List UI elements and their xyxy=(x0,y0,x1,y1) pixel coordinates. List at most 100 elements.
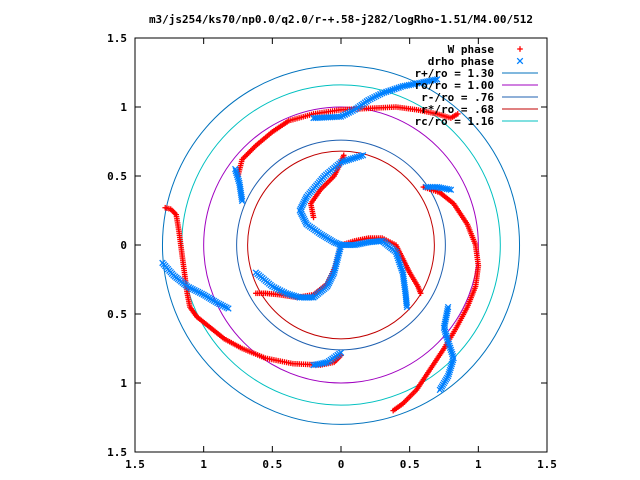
drho-phase-point xyxy=(403,301,410,309)
reference-circle xyxy=(161,65,521,425)
drho-phase-point xyxy=(440,324,448,332)
y-tick-label: 1.5 xyxy=(107,32,127,45)
drho-phase-point xyxy=(394,252,401,260)
drho-phase-point xyxy=(286,291,294,298)
drho-phase-point xyxy=(357,152,365,160)
w-phase-point xyxy=(390,407,396,414)
reference-circle xyxy=(236,139,446,351)
drho-phase-point xyxy=(395,256,402,264)
drho-phase-point xyxy=(337,241,345,249)
drho-phase-point xyxy=(448,348,455,356)
y-tick-label: 0.5 xyxy=(107,170,127,183)
legend-label: ro/ro = 1.00 xyxy=(415,79,494,92)
drho-phase-point xyxy=(334,240,341,247)
drho-phase-point xyxy=(238,195,246,203)
drho-phase-point xyxy=(447,364,454,372)
drho-phase-point xyxy=(359,152,367,159)
drho-phase-point xyxy=(337,349,345,356)
drho-phase-point xyxy=(393,250,400,258)
drho-phase-point xyxy=(233,169,240,177)
drho-phase-point xyxy=(351,154,359,162)
drho-phase-point xyxy=(341,157,349,165)
legend-label: r*/ro = .68 xyxy=(421,103,494,116)
drho-phase-point xyxy=(231,165,239,173)
drho-phase-point xyxy=(433,76,441,83)
drho-phase-point xyxy=(449,356,457,364)
drho-phase-point xyxy=(349,155,357,162)
drho-phase-point xyxy=(330,238,338,246)
drho-phase-point xyxy=(397,263,404,270)
drho-phase-point xyxy=(282,290,290,297)
drho-phase-point xyxy=(233,171,241,179)
drho-phase-point xyxy=(446,366,454,374)
drho-phase-point xyxy=(355,153,363,160)
drho-phase-point xyxy=(516,57,524,65)
drho-phase-point xyxy=(381,89,388,96)
x-tick-label: 0.5 xyxy=(262,458,282,471)
x-tick-label: 1.5 xyxy=(537,458,557,471)
drho-phase-point xyxy=(441,326,448,334)
data-markers xyxy=(159,76,482,414)
drho-phase-point xyxy=(396,261,404,268)
drho-phase-point xyxy=(447,362,455,370)
drho-phase-point xyxy=(395,84,402,91)
drho-phase-point xyxy=(387,87,394,94)
drho-phase-point xyxy=(443,334,451,341)
w-phase-point xyxy=(340,152,347,159)
drho-phase-point xyxy=(234,173,241,181)
drho-phase-point xyxy=(232,167,240,175)
reference-circle xyxy=(247,150,435,340)
drho-phase-point xyxy=(292,292,300,300)
drho-phase-point xyxy=(447,346,455,354)
legend-label: rc/ro = 1.16 xyxy=(415,115,495,128)
y-tick-label: 0 xyxy=(120,239,127,252)
drho-phase-point xyxy=(308,294,315,301)
y-tick-label: 1.5 xyxy=(107,446,127,459)
w-phase-point xyxy=(517,46,523,52)
drho-phase-point xyxy=(444,338,452,345)
drho-phase-point xyxy=(441,328,449,336)
drho-phase-point xyxy=(398,265,405,272)
drho-phase-point xyxy=(345,156,353,163)
y-tick-label: 1 xyxy=(120,101,127,114)
drho-phase-point xyxy=(449,358,456,366)
drho-phase-point xyxy=(353,153,361,161)
y-tick-label: 0.5 xyxy=(107,308,127,321)
drho-phase-point xyxy=(448,360,456,368)
drho-phase-point xyxy=(284,290,292,298)
x-tick-label: 1 xyxy=(475,458,482,471)
drho-phase-point xyxy=(343,157,351,164)
drho-phase-point xyxy=(288,291,296,299)
drho-phase-point xyxy=(336,241,343,248)
x-tick-label: 1 xyxy=(200,458,207,471)
drho-phase-point xyxy=(392,248,400,256)
w-phase-point xyxy=(417,290,424,297)
legend-label: W phase xyxy=(448,43,495,56)
chart-title: m3/js254/ks70/np0.0/q2.0/r-+.58-j282/log… xyxy=(149,13,533,26)
drho-phase-point xyxy=(347,155,355,163)
drho-phase-point xyxy=(431,76,439,84)
drho-phase-point xyxy=(393,85,400,92)
drho-phase-point xyxy=(444,336,451,343)
axis-ticks: 1.5 1 0.5 0 0.5 1 1.51.510.500.511.5 xyxy=(107,32,557,471)
x-tick-label: 0.5 xyxy=(400,458,420,471)
legend-label: r+/ro = 1.30 xyxy=(415,67,494,80)
drho-phase-point xyxy=(446,368,453,376)
drho-phase-point xyxy=(394,254,402,262)
drho-phase-point xyxy=(391,85,398,93)
drho-phase-point xyxy=(238,197,246,205)
legend-label: drho phase xyxy=(428,55,495,68)
drho-phase-point xyxy=(445,186,453,193)
drho-phase-point xyxy=(442,330,450,337)
drho-phase-point xyxy=(383,88,390,96)
y-tick-label: 1 xyxy=(120,377,127,390)
drho-phase-point xyxy=(332,239,340,247)
drho-phase-point xyxy=(446,342,453,349)
drho-phase-point xyxy=(378,89,386,97)
drho-phase-point xyxy=(445,340,453,347)
x-tick-label: 1.5 xyxy=(125,458,145,471)
drho-phase-point xyxy=(389,86,396,94)
drho-phase-point xyxy=(339,158,347,165)
drho-phase-point xyxy=(443,332,450,339)
